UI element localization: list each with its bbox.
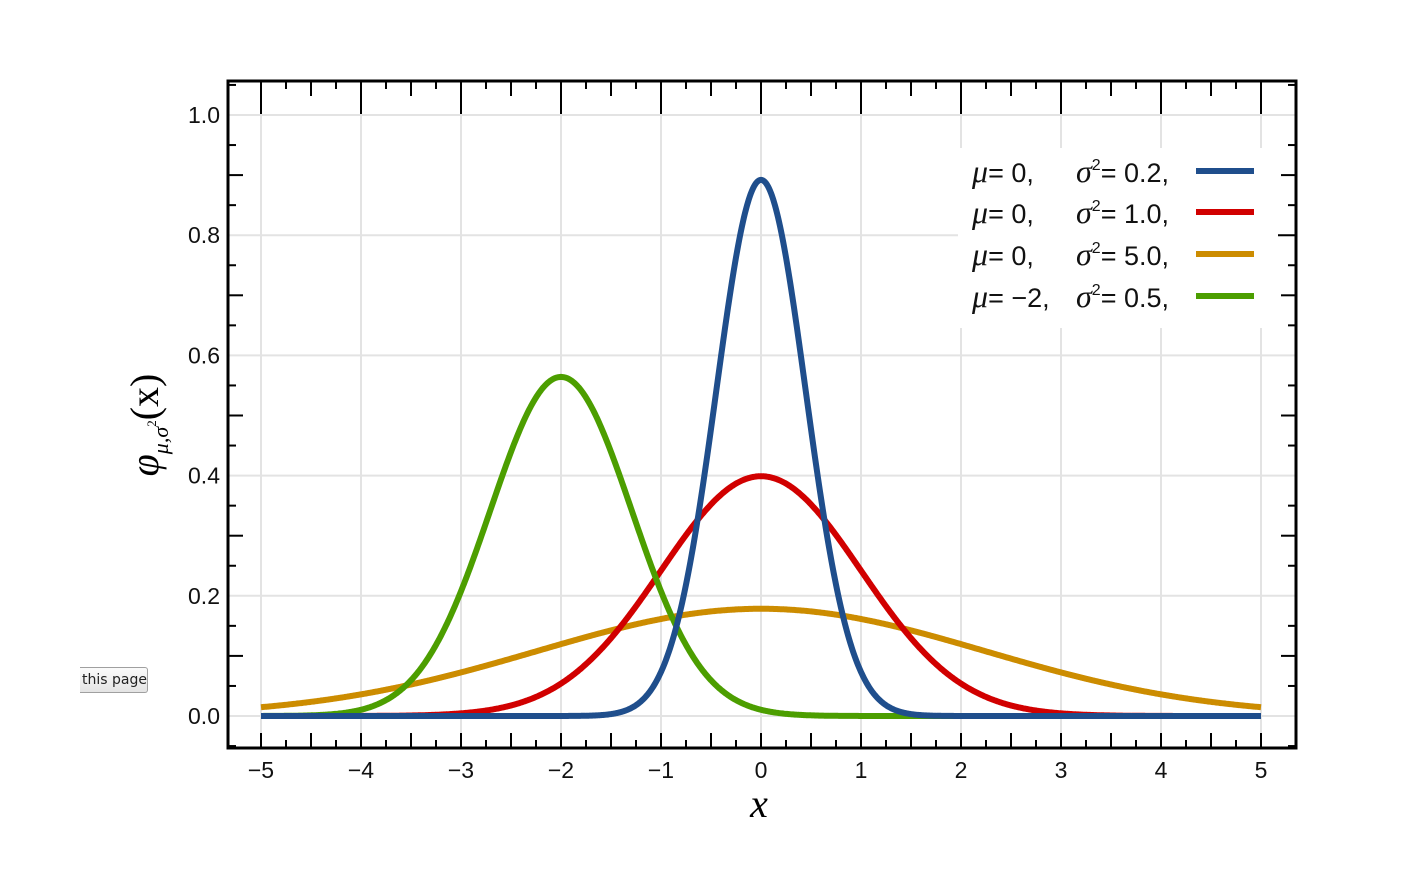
- x-tick-labels: −5 −4 −3 −2 −1 0 1 2 3 4 5: [248, 757, 1268, 783]
- y-label-phi: φ: [122, 454, 167, 476]
- x-tick-label: 1: [855, 757, 868, 783]
- x-tick-label: 4: [1155, 757, 1168, 783]
- x-tick-label: −1: [648, 757, 674, 783]
- svg-text:φμ,σ2(x): φμ,σ2(x): [122, 374, 173, 477]
- legend-variance: σ2= 1.0,: [1076, 194, 1169, 230]
- x-tick-label: 2: [955, 757, 968, 783]
- y-tick-label: 0.8: [188, 222, 220, 248]
- legend-label: μ= 0,: [971, 194, 1034, 230]
- x-tick-label: −4: [348, 757, 374, 783]
- curves: [259, 176, 1263, 719]
- y-tick-label: 0.0: [188, 703, 220, 729]
- curve-series-0: [259, 176, 1263, 719]
- x-tick-label: 5: [1255, 757, 1268, 783]
- x-tick-label: −2: [548, 757, 574, 783]
- y-label-sup: 2: [144, 420, 159, 427]
- y-tick-labels: 0.0 0.2 0.4 0.6 0.8 1.0: [188, 102, 220, 729]
- this-page-button[interactable]: this page: [80, 667, 148, 693]
- y-axis-label: φμ,σ2(x): [122, 374, 173, 477]
- y-label-sub: μ,σ: [148, 426, 173, 456]
- x-tick-label: 3: [1055, 757, 1068, 783]
- y-label-arg: (x): [122, 374, 167, 421]
- y-tick-label: 1.0: [188, 102, 220, 128]
- legend-label: μ= 0,: [971, 153, 1034, 189]
- axis-ticks: [228, 81, 1296, 748]
- legend-label: μ= 0,: [971, 236, 1034, 272]
- x-tick-label: −3: [448, 757, 474, 783]
- x-tick-label: 0: [755, 757, 768, 783]
- y-tick-label: 0.6: [188, 342, 220, 368]
- y-tick-label: 0.2: [188, 583, 220, 609]
- y-tick-label: 0.4: [188, 463, 220, 489]
- legend-variance: σ2= 0.5,: [1076, 278, 1169, 314]
- curve-series-2: [259, 605, 1263, 711]
- legend: μ= 0, σ2= 0.2, μ= 0, σ2= 1.0, μ= 0, σ2= 5.0, μ…: [971, 153, 1254, 314]
- legend-variance: σ2= 0.2,: [1076, 153, 1169, 189]
- legend-variance: σ2= 5.0,: [1076, 236, 1169, 272]
- x-axis-label: x: [749, 781, 768, 826]
- x-tick-label: −5: [248, 757, 274, 783]
- legend-label: μ= −2,: [971, 278, 1050, 314]
